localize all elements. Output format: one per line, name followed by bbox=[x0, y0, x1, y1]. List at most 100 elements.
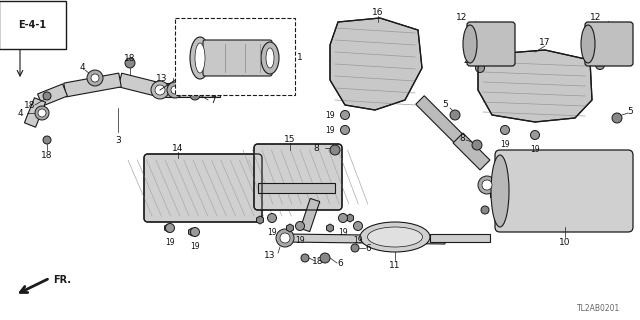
Polygon shape bbox=[300, 198, 320, 232]
Circle shape bbox=[171, 86, 179, 94]
Polygon shape bbox=[148, 158, 258, 218]
Text: 8: 8 bbox=[313, 143, 319, 153]
Polygon shape bbox=[24, 98, 45, 127]
Polygon shape bbox=[148, 158, 258, 218]
Ellipse shape bbox=[261, 42, 279, 74]
Text: 16: 16 bbox=[372, 7, 384, 17]
Text: 10: 10 bbox=[559, 237, 571, 246]
Text: 2: 2 bbox=[245, 18, 251, 27]
Text: 3: 3 bbox=[115, 135, 121, 145]
Polygon shape bbox=[148, 158, 258, 218]
Circle shape bbox=[35, 106, 49, 120]
Ellipse shape bbox=[491, 155, 509, 227]
Circle shape bbox=[43, 136, 51, 144]
Text: 17: 17 bbox=[540, 37, 551, 46]
Circle shape bbox=[531, 131, 540, 140]
Circle shape bbox=[87, 70, 103, 86]
Text: 2: 2 bbox=[197, 18, 203, 27]
Circle shape bbox=[301, 254, 309, 262]
Text: 13: 13 bbox=[264, 251, 276, 260]
Polygon shape bbox=[148, 158, 258, 218]
Text: 6: 6 bbox=[337, 260, 343, 268]
Text: 19: 19 bbox=[500, 140, 510, 148]
Ellipse shape bbox=[195, 43, 205, 73]
Polygon shape bbox=[148, 158, 258, 218]
Text: 8: 8 bbox=[459, 133, 465, 142]
Polygon shape bbox=[453, 133, 490, 170]
Polygon shape bbox=[118, 73, 162, 97]
Circle shape bbox=[296, 221, 305, 230]
Polygon shape bbox=[148, 158, 258, 218]
Ellipse shape bbox=[360, 222, 430, 252]
Circle shape bbox=[472, 140, 482, 150]
Circle shape bbox=[353, 221, 362, 230]
Text: 1: 1 bbox=[297, 52, 303, 61]
Circle shape bbox=[151, 81, 169, 99]
FancyBboxPatch shape bbox=[467, 22, 515, 66]
Circle shape bbox=[450, 110, 460, 120]
Polygon shape bbox=[346, 214, 353, 222]
Circle shape bbox=[38, 109, 46, 117]
Polygon shape bbox=[164, 224, 172, 232]
FancyBboxPatch shape bbox=[254, 144, 342, 210]
Text: 18: 18 bbox=[492, 213, 502, 222]
Ellipse shape bbox=[367, 227, 422, 247]
Circle shape bbox=[340, 110, 349, 119]
Polygon shape bbox=[148, 158, 258, 218]
Circle shape bbox=[190, 90, 200, 100]
Text: 19: 19 bbox=[338, 228, 348, 236]
Circle shape bbox=[339, 213, 348, 222]
Circle shape bbox=[330, 145, 340, 155]
Circle shape bbox=[280, 233, 290, 243]
Circle shape bbox=[167, 82, 183, 98]
Circle shape bbox=[476, 63, 484, 73]
Text: 19: 19 bbox=[295, 236, 305, 244]
Polygon shape bbox=[326, 224, 333, 232]
Polygon shape bbox=[416, 96, 464, 144]
Text: 18: 18 bbox=[312, 258, 324, 267]
Text: 7: 7 bbox=[210, 95, 216, 105]
Circle shape bbox=[482, 180, 492, 190]
Text: 18: 18 bbox=[24, 100, 36, 109]
Polygon shape bbox=[148, 158, 258, 218]
FancyBboxPatch shape bbox=[585, 22, 633, 66]
Circle shape bbox=[155, 85, 165, 95]
Circle shape bbox=[478, 176, 496, 194]
Text: 19: 19 bbox=[530, 145, 540, 154]
Circle shape bbox=[340, 125, 349, 134]
Text: 20: 20 bbox=[610, 53, 620, 62]
Circle shape bbox=[166, 223, 175, 233]
Text: 5: 5 bbox=[627, 107, 633, 116]
Text: 4: 4 bbox=[17, 108, 23, 117]
Text: 9: 9 bbox=[497, 188, 503, 197]
Polygon shape bbox=[478, 50, 592, 122]
Polygon shape bbox=[148, 158, 258, 218]
Circle shape bbox=[201, 31, 209, 39]
Circle shape bbox=[191, 228, 200, 236]
Text: 13: 13 bbox=[156, 74, 168, 83]
FancyBboxPatch shape bbox=[203, 40, 272, 76]
Polygon shape bbox=[430, 234, 490, 242]
Polygon shape bbox=[148, 158, 258, 218]
Polygon shape bbox=[189, 228, 195, 236]
FancyBboxPatch shape bbox=[495, 150, 633, 232]
Text: E-4-1: E-4-1 bbox=[18, 20, 46, 30]
Text: 6: 6 bbox=[365, 244, 371, 252]
Polygon shape bbox=[148, 158, 258, 218]
Polygon shape bbox=[257, 216, 264, 224]
Text: 12: 12 bbox=[590, 12, 602, 21]
Circle shape bbox=[268, 213, 276, 222]
Ellipse shape bbox=[266, 48, 274, 68]
Text: 19: 19 bbox=[325, 125, 335, 134]
FancyBboxPatch shape bbox=[144, 154, 262, 222]
Text: 19: 19 bbox=[325, 110, 335, 119]
Text: 19: 19 bbox=[267, 228, 277, 236]
Text: 18: 18 bbox=[124, 53, 136, 62]
Text: 12: 12 bbox=[456, 12, 468, 21]
Circle shape bbox=[320, 253, 330, 263]
Text: FR.: FR. bbox=[53, 275, 71, 285]
Circle shape bbox=[612, 113, 622, 123]
Text: 4: 4 bbox=[79, 62, 85, 71]
Polygon shape bbox=[175, 18, 295, 95]
Circle shape bbox=[481, 206, 489, 214]
